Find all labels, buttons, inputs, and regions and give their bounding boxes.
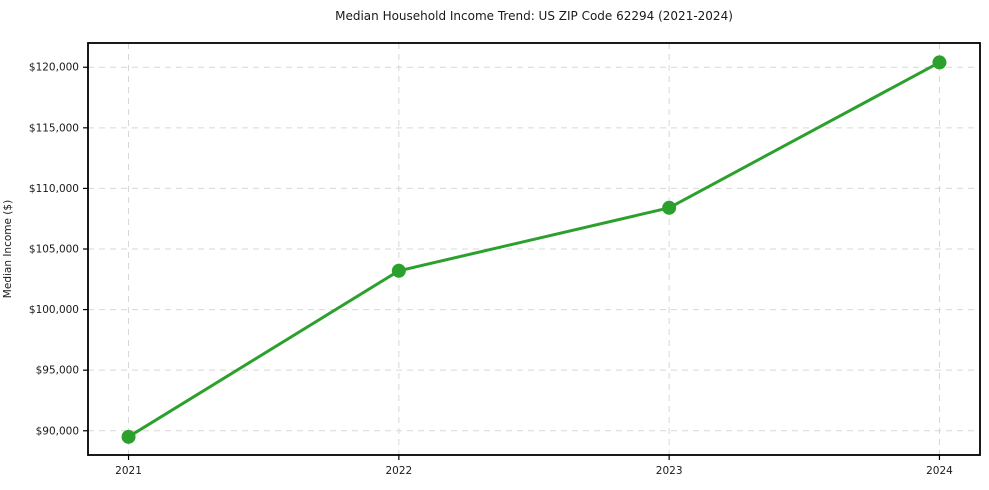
y-tick-label: $100,000 bbox=[29, 304, 79, 316]
x-tick-label: 2024 bbox=[926, 465, 953, 477]
y-tick-label: $90,000 bbox=[36, 425, 79, 437]
y-tick-label: $105,000 bbox=[29, 244, 79, 256]
x-tick-label: 2023 bbox=[656, 465, 683, 477]
x-tick-label: 2021 bbox=[115, 465, 142, 477]
chart-title: Median Household Income Trend: US ZIP Co… bbox=[335, 9, 733, 23]
data-point-marker bbox=[391, 263, 406, 278]
x-tick-label: 2022 bbox=[385, 465, 412, 477]
y-tick-label: $115,000 bbox=[29, 122, 79, 134]
y-tick-label: $110,000 bbox=[29, 183, 79, 195]
data-point-marker bbox=[932, 55, 947, 70]
data-point-marker bbox=[121, 429, 136, 444]
y-tick-label: $120,000 bbox=[29, 62, 79, 74]
trend-line bbox=[127, 60, 941, 439]
y-tick-label: $95,000 bbox=[36, 365, 79, 377]
data-point-marker bbox=[662, 200, 677, 215]
